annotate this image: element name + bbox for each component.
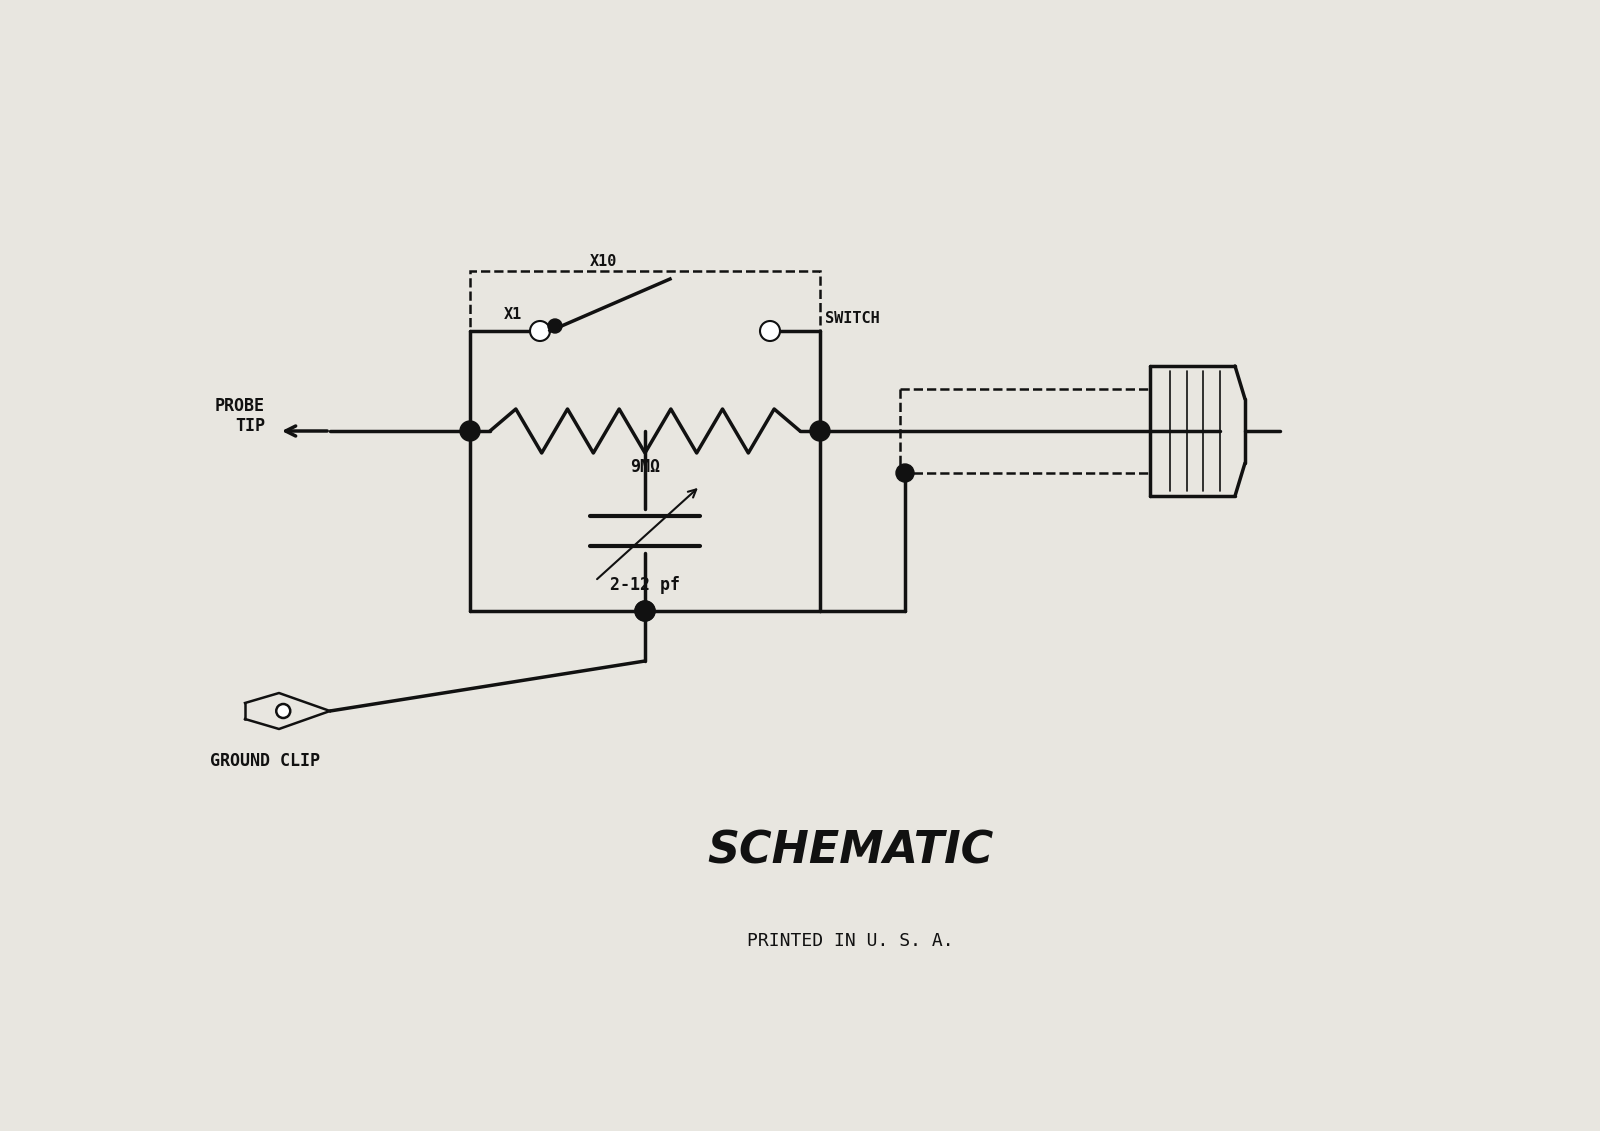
Text: GROUND CLIP: GROUND CLIP	[210, 752, 320, 770]
Circle shape	[530, 321, 550, 342]
Text: X10: X10	[590, 254, 618, 269]
Circle shape	[760, 321, 779, 342]
Circle shape	[461, 421, 480, 441]
Text: SWITCH: SWITCH	[826, 311, 880, 326]
Circle shape	[635, 601, 654, 621]
Text: PROBE
TIP: PROBE TIP	[214, 397, 266, 435]
Circle shape	[810, 421, 830, 441]
Text: PRINTED IN U. S. A.: PRINTED IN U. S. A.	[747, 932, 954, 950]
Bar	[470, 271, 819, 611]
Circle shape	[277, 703, 290, 718]
Circle shape	[635, 601, 654, 621]
Circle shape	[896, 464, 914, 482]
Text: 9MΩ: 9MΩ	[630, 458, 659, 476]
Text: 2-12 pf: 2-12 pf	[610, 576, 680, 594]
Text: X1: X1	[504, 307, 522, 322]
Text: SCHEMATIC: SCHEMATIC	[707, 829, 994, 872]
Circle shape	[547, 319, 562, 333]
